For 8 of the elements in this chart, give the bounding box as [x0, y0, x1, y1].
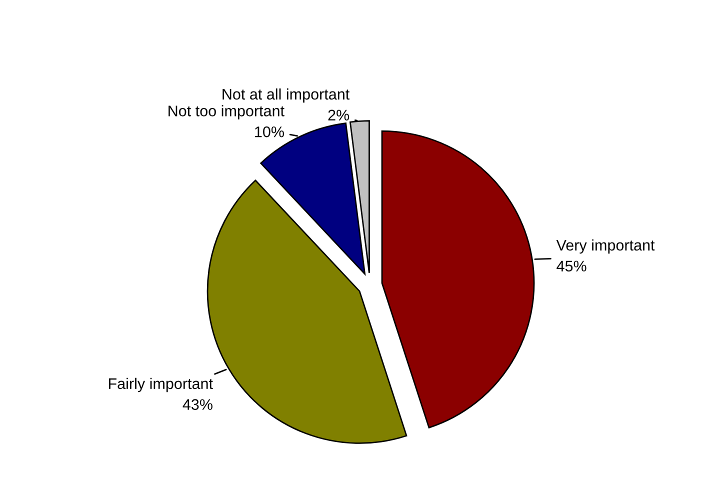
data-label: 10% — [255, 126, 284, 138]
slice-label: Very important — [556, 239, 655, 254]
slice-label: Not at all important — [222, 88, 350, 103]
data-label: 43% — [182, 399, 212, 410]
legend-label: Fairly important — [108, 378, 213, 392]
data-label: 2% — [328, 110, 350, 120]
data-label: 45% — [556, 260, 586, 272]
slice-label: Not too important — [168, 105, 284, 120]
